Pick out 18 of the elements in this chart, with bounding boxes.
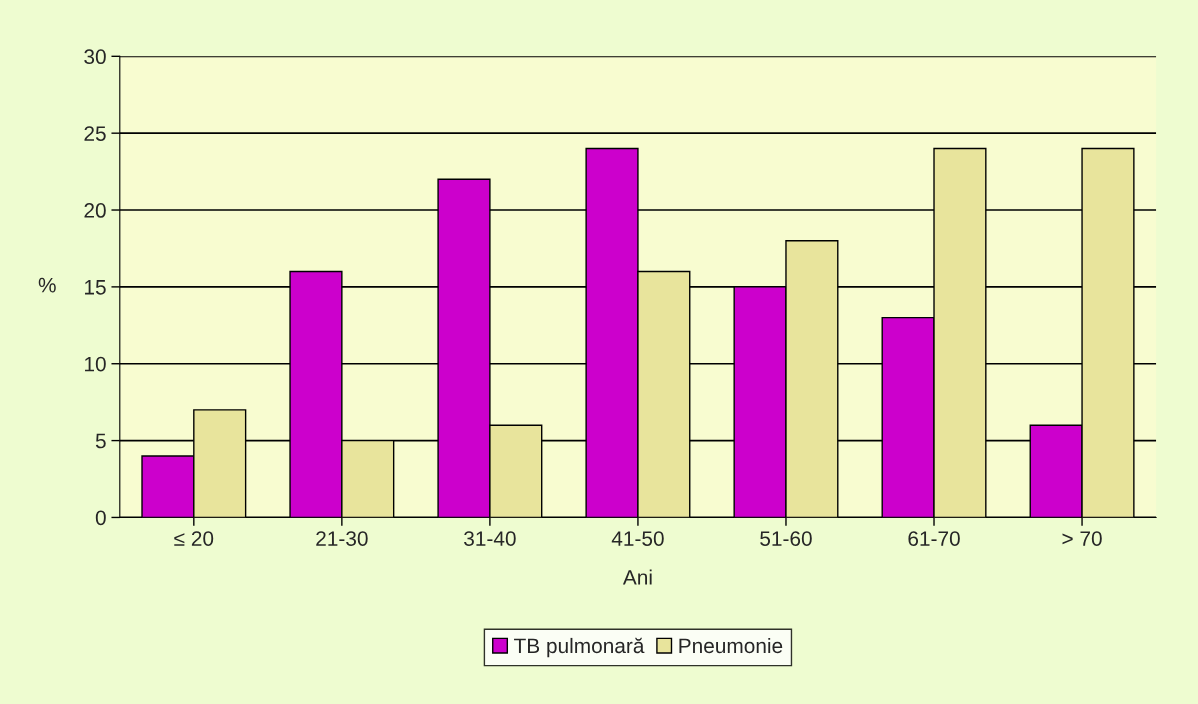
x-tick-label: 41-50: [611, 531, 664, 546]
legend-label: Pneumonie: [679, 637, 783, 654]
y-tick-label: 25: [84, 126, 106, 141]
y-tick-label: 10: [85, 356, 106, 372]
y-tick-label: 15: [85, 280, 106, 295]
y-tick-label: 0: [95, 510, 106, 526]
x-tick-label: 51-60: [760, 531, 812, 546]
x-axis-title: Ani: [622, 569, 652, 585]
x-tick-label: ≤ 20: [174, 531, 214, 546]
legend-label: TB pulmonară: [514, 637, 645, 658]
x-tick-label: > 70: [1062, 531, 1102, 546]
y-axis-title: %: [38, 277, 56, 293]
y-tick-label: 5: [95, 433, 106, 449]
x-tick-label: 61-70: [908, 531, 960, 546]
y-tick-label: 30: [84, 49, 106, 65]
x-tick-label: 31-40: [464, 531, 516, 546]
y-tick-label: 20: [84, 203, 106, 218]
x-tick-label: 21-30: [316, 531, 368, 546]
